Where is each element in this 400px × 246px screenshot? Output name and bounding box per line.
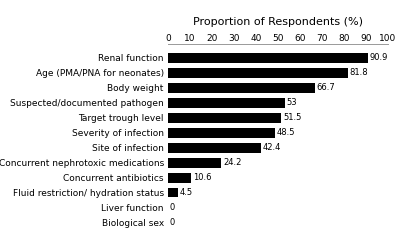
Bar <box>168 83 315 93</box>
Text: 0: 0 <box>170 218 175 227</box>
Text: 66.7: 66.7 <box>316 83 335 92</box>
Text: 81.8: 81.8 <box>350 68 368 77</box>
Title: Proportion of Respondents (%): Proportion of Respondents (%) <box>193 17 363 27</box>
Bar <box>168 68 348 78</box>
Text: 0: 0 <box>170 203 175 212</box>
Text: 4.5: 4.5 <box>180 188 193 197</box>
Text: 48.5: 48.5 <box>276 128 295 137</box>
Text: 53: 53 <box>286 98 297 107</box>
Text: 24.2: 24.2 <box>223 158 241 167</box>
Bar <box>168 143 261 153</box>
Bar <box>168 173 191 183</box>
Text: 51.5: 51.5 <box>283 113 302 122</box>
Text: 10.6: 10.6 <box>193 173 212 182</box>
Bar <box>168 128 275 138</box>
Bar <box>168 158 221 168</box>
Bar <box>168 98 285 108</box>
Text: 42.4: 42.4 <box>263 143 282 152</box>
Bar <box>168 53 368 63</box>
Bar <box>168 188 178 198</box>
Text: 90.9: 90.9 <box>370 53 388 62</box>
Bar <box>168 113 281 123</box>
